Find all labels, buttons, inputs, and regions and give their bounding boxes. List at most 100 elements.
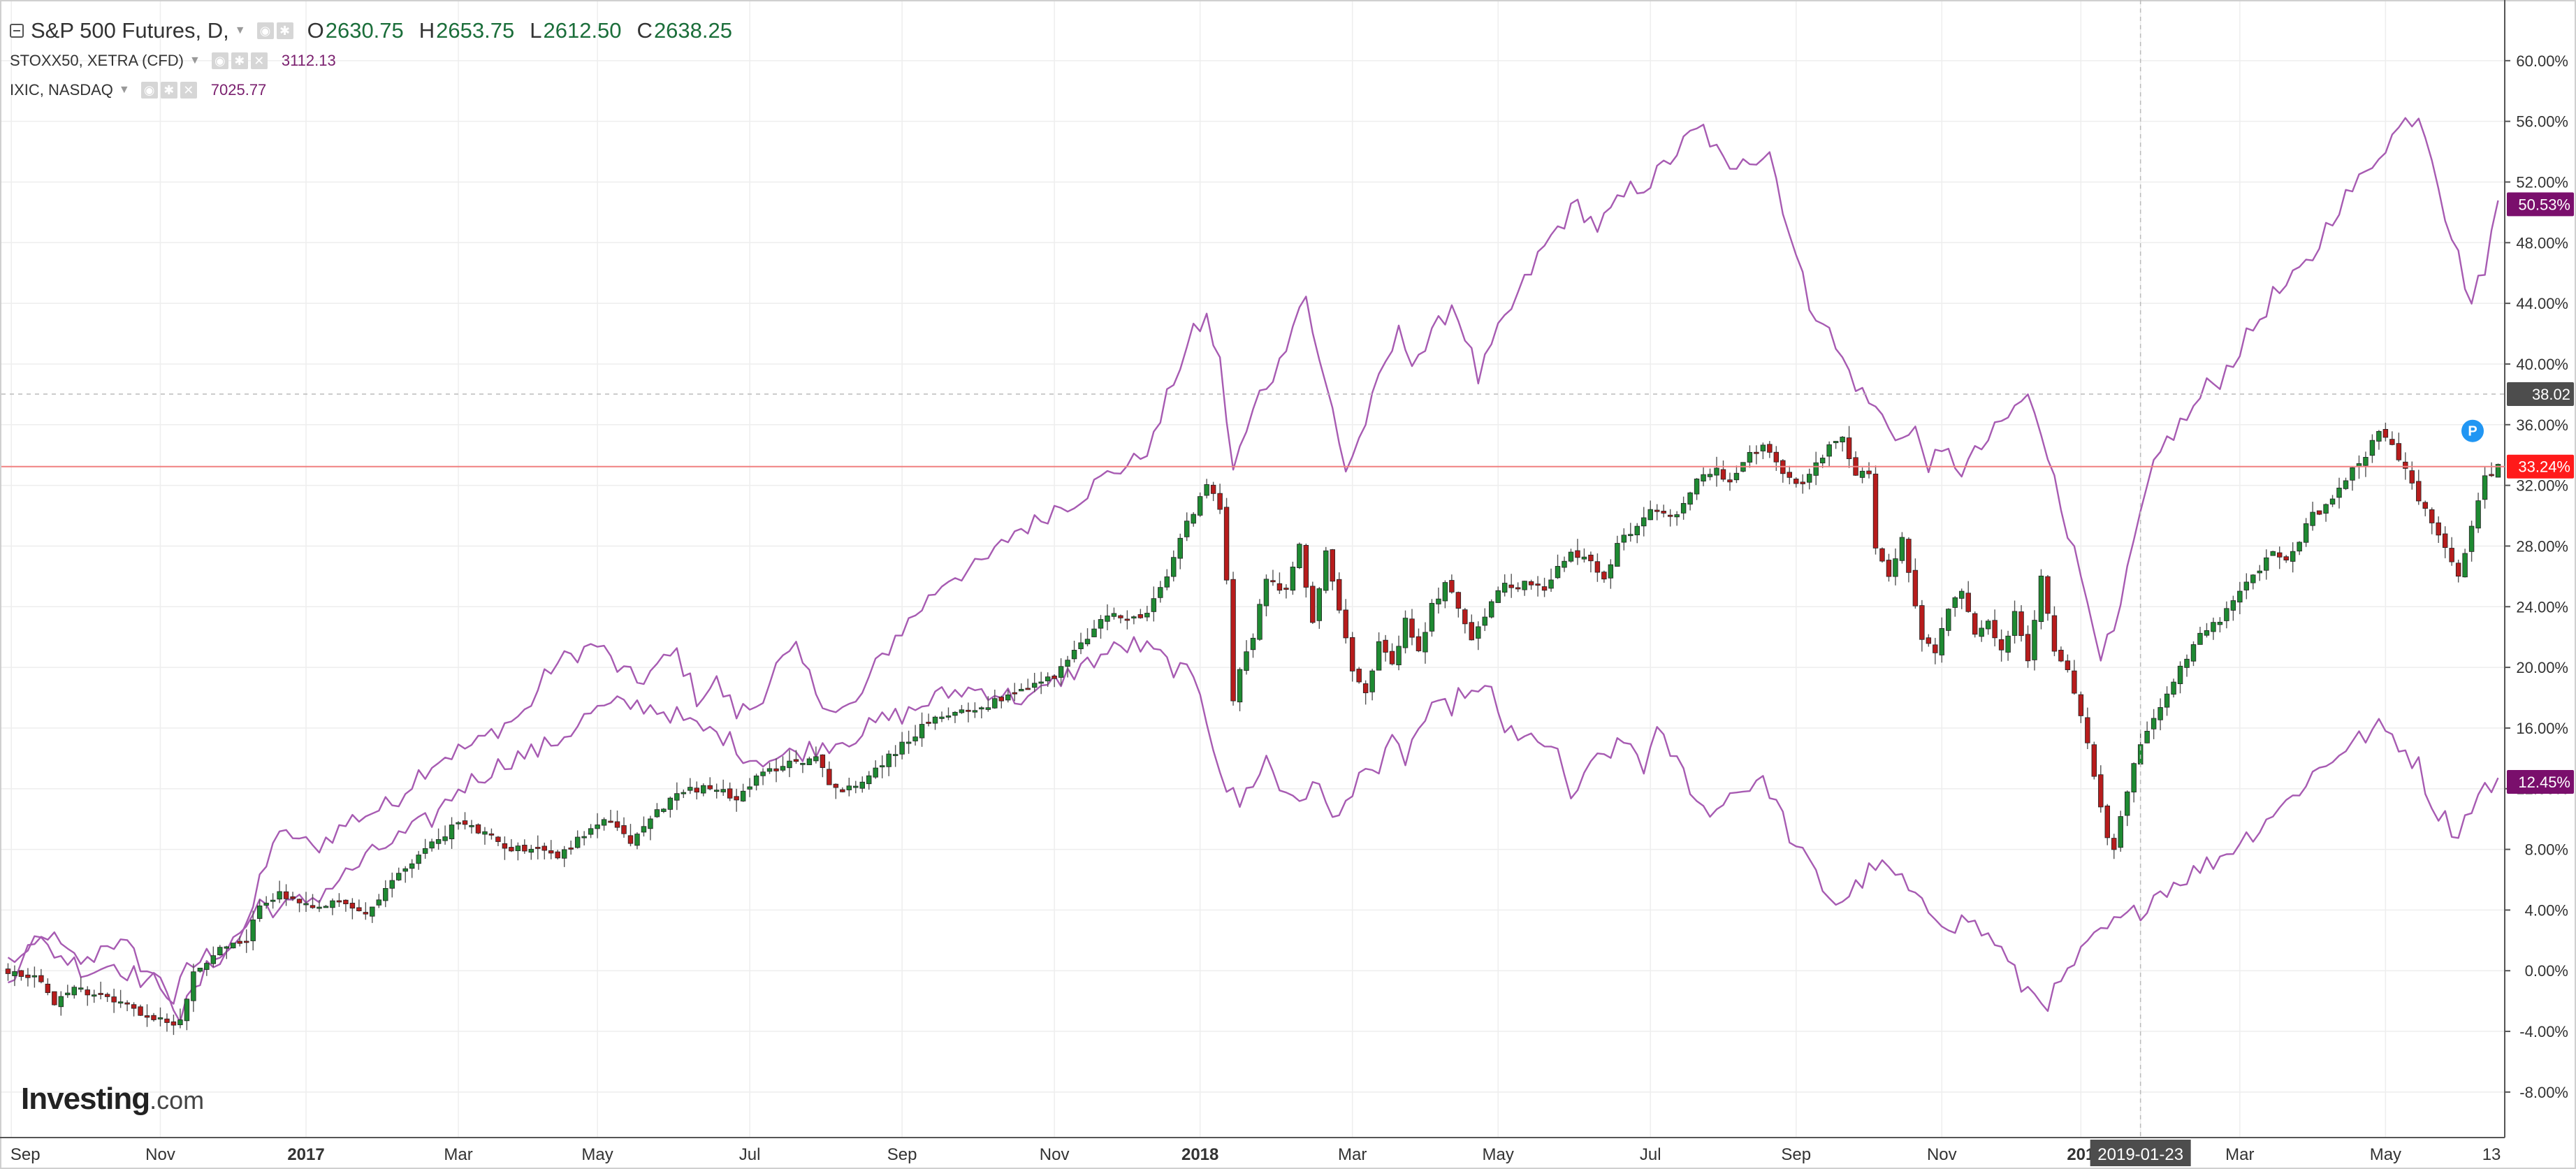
eye-icon[interactable]: ◉	[256, 22, 274, 39]
candle	[1349, 632, 1355, 682]
candle	[2462, 549, 2468, 578]
candle	[1634, 523, 1640, 544]
candle-body	[614, 821, 620, 828]
chevron-down-icon[interactable]: ▼	[189, 55, 201, 66]
candle-body	[541, 845, 547, 851]
candle	[1250, 633, 1256, 658]
candle-body	[727, 788, 733, 799]
candle-body	[1568, 551, 1574, 562]
ixic-series-title[interactable]: IXIC, NASDAQ	[10, 81, 113, 99]
candle-body	[2475, 500, 2481, 529]
candle	[515, 842, 521, 861]
candle	[1177, 533, 1183, 569]
candle-body	[1204, 484, 1209, 496]
gear-icon[interactable]: ✱	[231, 52, 248, 69]
candle	[1601, 570, 1607, 583]
candle-body	[1819, 458, 1826, 464]
candle-body	[2455, 562, 2461, 577]
candle-body	[65, 992, 71, 996]
badge-crosshair-bg	[2507, 382, 2574, 406]
candle-body	[1813, 462, 1819, 476]
gear-icon[interactable]: ✱	[160, 82, 177, 99]
candle	[1886, 553, 1892, 582]
candle-body	[1727, 479, 1733, 483]
candle-body	[1105, 615, 1110, 622]
candle-body	[654, 809, 660, 818]
y-tick-label: 48.00%	[2516, 234, 2568, 252]
chevron-down-icon[interactable]: ▼	[234, 24, 246, 36]
candle-body	[1508, 584, 1514, 588]
candle	[1992, 609, 1998, 647]
candle	[2151, 709, 2157, 739]
collapse-legend-icon[interactable]	[10, 24, 24, 38]
candle-body	[1933, 644, 1938, 653]
candle	[2310, 502, 2315, 531]
candle-body	[1528, 581, 1534, 586]
candle	[330, 898, 335, 915]
candle-body	[2131, 763, 2137, 792]
candle	[780, 756, 786, 773]
candle-body	[2283, 556, 2289, 560]
candle	[462, 812, 468, 830]
candle-body	[124, 1002, 130, 1005]
candle	[1694, 478, 1700, 500]
candle-body	[667, 797, 674, 810]
candle-body	[840, 789, 845, 792]
candle	[979, 706, 984, 719]
candle-body	[435, 838, 442, 844]
candle-body	[2250, 574, 2256, 583]
candle	[734, 788, 739, 812]
candle-body	[793, 759, 799, 762]
candle	[713, 783, 720, 799]
candle	[873, 760, 878, 779]
candle	[1515, 582, 1521, 593]
candle-body	[2065, 660, 2071, 670]
candle-body	[2270, 551, 2276, 556]
candle	[1362, 680, 1369, 705]
candle-body	[1230, 579, 1236, 702]
candle	[290, 892, 296, 901]
candle	[1091, 620, 1097, 637]
candle-body	[2243, 581, 2250, 590]
candle	[25, 968, 31, 987]
eye-icon[interactable]: ◉	[211, 52, 228, 69]
candle-body	[1793, 479, 1799, 484]
candle	[926, 713, 931, 727]
candle	[2416, 470, 2422, 505]
y-tick-label: 28.00%	[2516, 537, 2568, 555]
candle-body	[2190, 644, 2197, 662]
candle-body	[1223, 507, 1230, 581]
candle-body	[442, 836, 448, 841]
candle-body	[1158, 587, 1163, 598]
main-series-title[interactable]: S&P 500 Futures, D,	[31, 18, 229, 43]
gear-icon[interactable]: ✱	[276, 22, 293, 39]
candle	[568, 840, 574, 855]
main-series-controls: ◉ ✱	[256, 22, 296, 39]
candle	[38, 968, 44, 984]
chevron-down-icon[interactable]: ▼	[118, 84, 130, 96]
candle-body	[2416, 481, 2422, 502]
eye-icon[interactable]: ◉	[140, 82, 158, 99]
candle	[1568, 549, 1574, 563]
candle-body	[1091, 628, 1097, 637]
candle	[1893, 548, 1898, 586]
candle	[892, 745, 898, 767]
candle-body	[879, 765, 885, 768]
y-tick-label: -8.00%	[2519, 1084, 2568, 1101]
y-tick-label: 16.00%	[2516, 720, 2568, 737]
x-tick-label: Nov	[1927, 1145, 1957, 1164]
close-icon[interactable]: ✕	[250, 52, 268, 69]
candle	[806, 756, 813, 765]
candle-body	[1151, 598, 1157, 612]
candle-body	[1654, 509, 1660, 512]
x-tick-label: Nov	[145, 1145, 175, 1164]
stoxx-series-title[interactable]: STOXX50, XETRA (CFD)	[10, 52, 184, 69]
candle-body	[117, 1001, 124, 1004]
close-icon[interactable]: ✕	[180, 82, 197, 99]
candle-body	[740, 790, 746, 801]
candle-body	[687, 787, 693, 791]
candle	[1131, 615, 1137, 625]
candle-body	[1144, 613, 1150, 618]
